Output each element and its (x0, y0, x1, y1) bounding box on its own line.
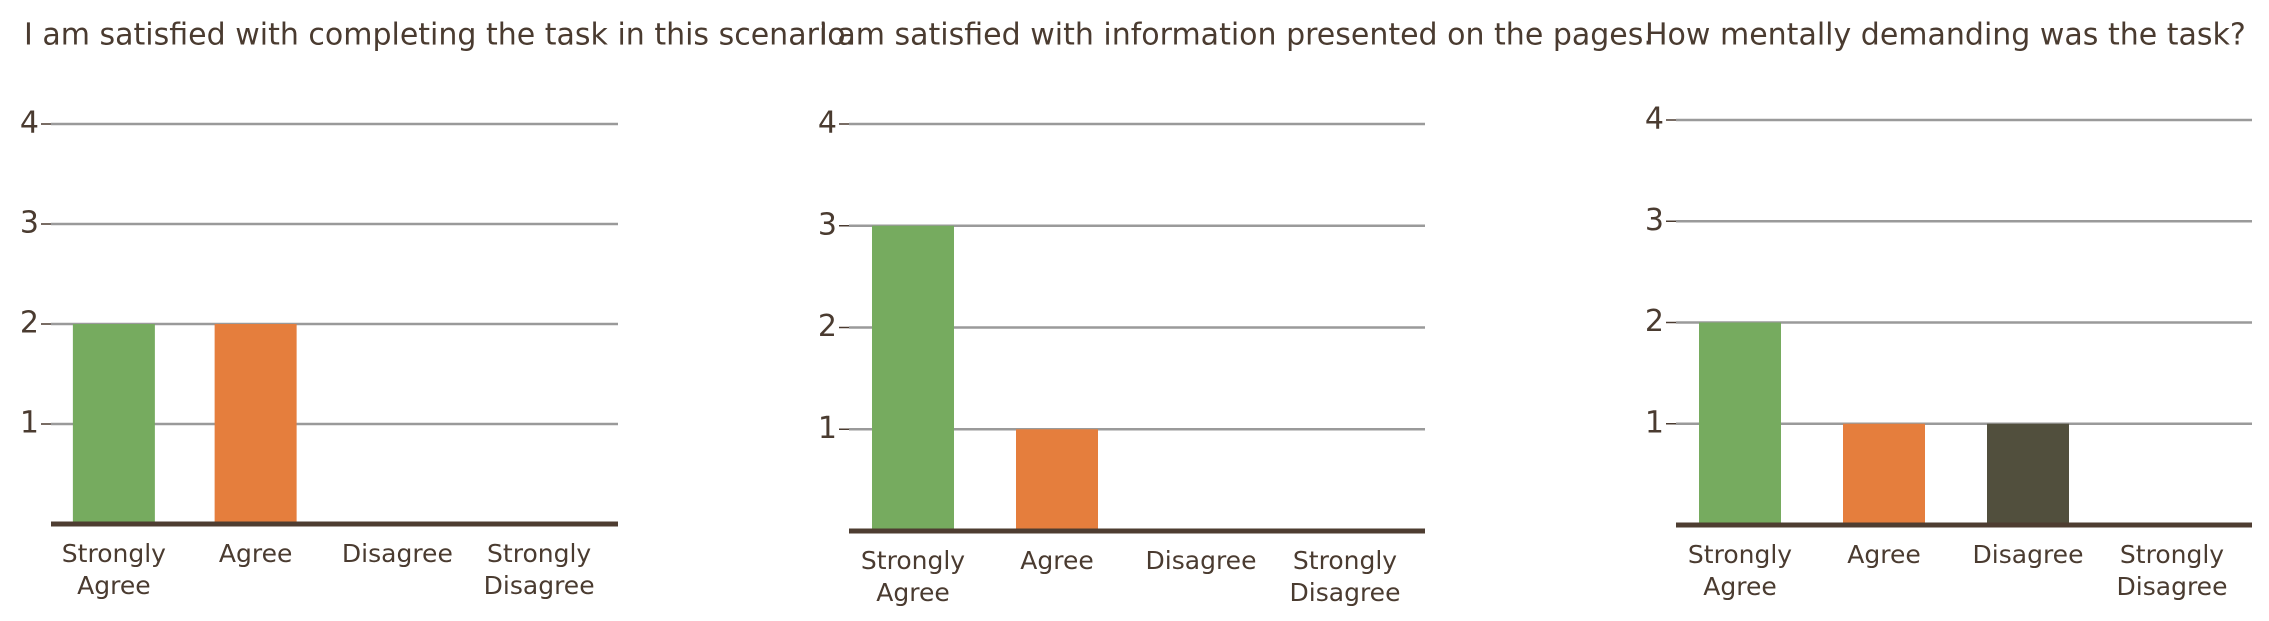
y-tick-label: 2 (20, 306, 39, 341)
chart-title: I am satisfied with completing the task … (24, 18, 855, 53)
x-tick-label: Strongly Disagree (2116, 540, 2228, 601)
x-tick-label: Strongly Agree (860, 546, 966, 607)
x-tick-label: Strongly Disagree (483, 539, 595, 600)
bar (1699, 322, 1781, 525)
x-tick-label: Disagree (1145, 546, 1257, 575)
bar (1843, 423, 1925, 525)
y-tick-label: 3 (20, 206, 39, 241)
y-tick-label: 3 (1645, 203, 1664, 238)
bar (72, 324, 155, 524)
y-tick-label: 1 (20, 406, 39, 441)
chart-title: I am satisfied with information presente… (819, 18, 1653, 53)
x-tick-label: Strongly Agree (61, 539, 166, 600)
y-tick-label: 1 (1645, 405, 1664, 440)
y-tick-label: 2 (1645, 304, 1664, 339)
y-tick-label: 3 (818, 207, 837, 242)
bar (1016, 429, 1098, 531)
chart-title: How mentally demanding was the task? (1645, 18, 2246, 53)
x-tick-label: Agree (218, 539, 293, 568)
bar (1987, 423, 2069, 525)
x-tick-label: Agree (1847, 540, 1921, 569)
x-tick-label: Strongly Disagree (1289, 546, 1401, 607)
y-tick-label: 4 (818, 106, 837, 141)
x-tick-label: Disagree (341, 539, 453, 568)
x-tick-label: Agree (1020, 546, 1094, 575)
bar (214, 324, 297, 524)
bar (872, 225, 954, 531)
y-tick-label: 4 (20, 106, 39, 141)
y-tick-label: 2 (818, 309, 837, 344)
x-tick-label: Disagree (1972, 540, 2084, 569)
y-tick-label: 4 (1645, 102, 1664, 137)
x-tick-label: Strongly Agree (1687, 540, 1793, 601)
y-tick-label: 1 (818, 411, 837, 446)
